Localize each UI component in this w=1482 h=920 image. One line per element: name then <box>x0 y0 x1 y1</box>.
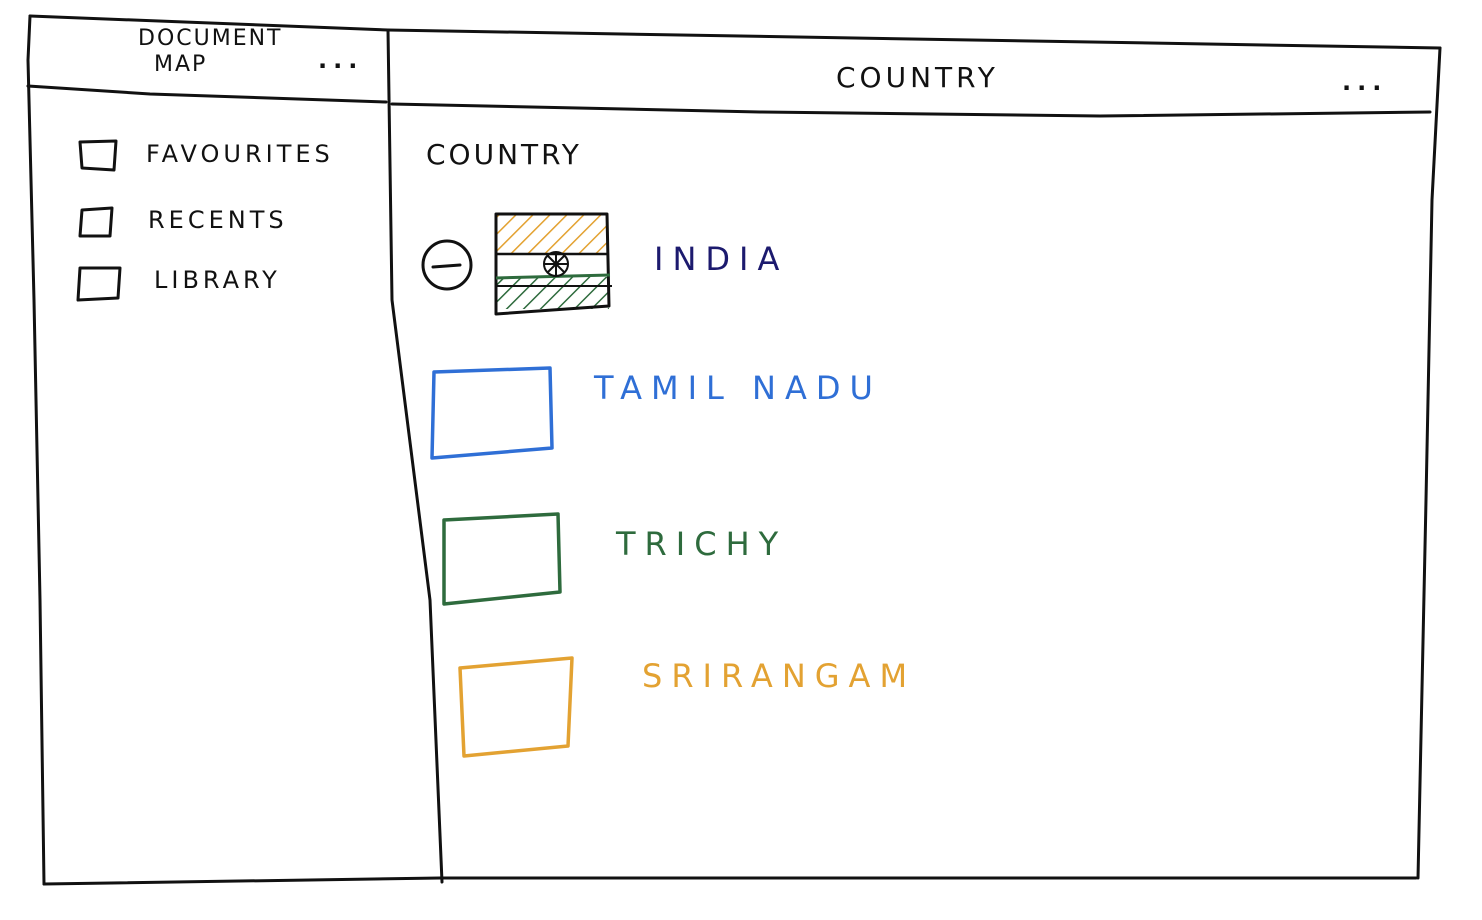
pane-divider <box>386 28 444 884</box>
section-heading: Country <box>426 138 582 171</box>
nav-item-recents[interactable]: Recents <box>74 200 364 244</box>
country-header-divider <box>390 102 1432 118</box>
node-trichy-label[interactable]: Trichy <box>616 525 788 563</box>
country-pane-title: Country <box>836 61 999 94</box>
document-map-header-divider <box>26 84 388 104</box>
nav-item-favourites-label: Favourites <box>146 140 334 168</box>
document-map-title-line1: Document <box>138 26 283 51</box>
chakra-icon <box>543 251 569 277</box>
india-flag-icon <box>494 212 612 316</box>
nav-item-recents-label: Recents <box>148 206 288 234</box>
srirangam-thumbnail <box>458 656 574 758</box>
trichy-thumbnail <box>442 512 562 606</box>
country-more-button[interactable]: ... <box>1342 68 1388 96</box>
collapse-button-label: − <box>420 238 421 239</box>
nav-item-favourites[interactable]: Favourites <box>74 132 364 176</box>
nav-item-library[interactable]: Library <box>74 260 364 304</box>
document-map-title-line2: Map <box>154 52 208 77</box>
collapse-button[interactable]: − <box>420 238 476 294</box>
favourites-checkbox <box>78 139 118 172</box>
tamil-nadu-thumbnail <box>430 366 554 460</box>
recents-checkbox <box>78 206 114 238</box>
library-checkbox <box>76 266 122 302</box>
document-map-more-button[interactable]: ... <box>318 46 364 74</box>
nav-item-library-label: Library <box>154 266 281 294</box>
node-tamil-nadu-label[interactable]: Tamil Nadu <box>594 369 882 407</box>
node-india-label[interactable]: India <box>654 240 789 278</box>
collapse-icon <box>421 239 473 291</box>
document-map-title: Document Map <box>138 28 283 76</box>
node-srirangam-label[interactable]: Srirangam <box>642 657 917 695</box>
